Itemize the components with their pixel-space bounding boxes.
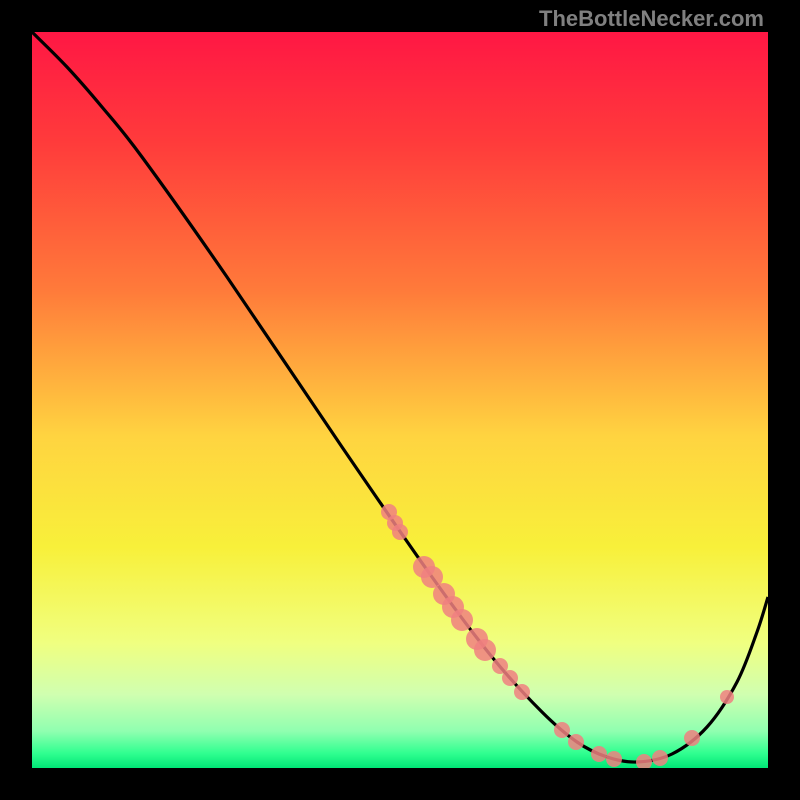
- data-marker: [502, 670, 518, 686]
- data-marker: [591, 746, 607, 762]
- gradient-background: [32, 32, 768, 768]
- bottleneck-chart: [32, 32, 768, 768]
- data-marker: [474, 639, 496, 661]
- data-marker: [568, 734, 584, 750]
- data-marker: [606, 751, 622, 767]
- chart-svg: [32, 32, 768, 768]
- data-marker: [554, 722, 570, 738]
- data-marker: [652, 750, 668, 766]
- data-marker: [451, 609, 473, 631]
- data-marker: [720, 690, 734, 704]
- data-marker: [514, 684, 530, 700]
- watermark-text: TheBottleNecker.com: [539, 6, 764, 32]
- data-marker: [684, 730, 700, 746]
- data-marker: [392, 524, 408, 540]
